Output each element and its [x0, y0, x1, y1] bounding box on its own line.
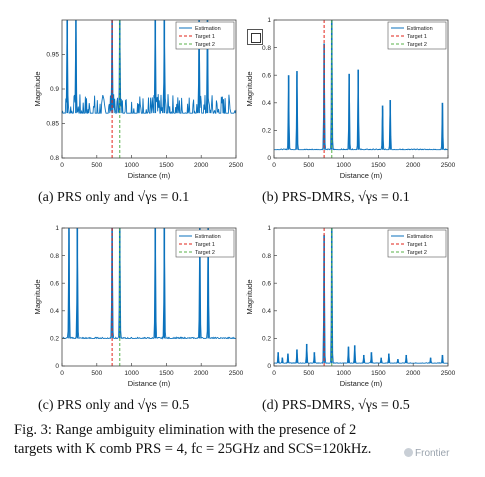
- caption-a: (a) PRS only and √γs = 0.1: [38, 190, 190, 205]
- x-tick-label: 2000: [406, 370, 421, 377]
- x-tick-label: 500: [303, 370, 314, 377]
- x-tick-label: 2500: [441, 162, 456, 169]
- y-tick-label: 1: [267, 17, 271, 24]
- plot-frame: [61, 227, 237, 367]
- caption-d: (d) PRS-DMRS, √γs = 0.5: [262, 398, 410, 413]
- y-tick-label: 0.9: [50, 86, 59, 93]
- legend-label: Estimation: [407, 26, 433, 32]
- y-tick-label: 0.2: [262, 128, 271, 135]
- series-estimation: [273, 234, 448, 365]
- legend-label: Target 1: [195, 242, 215, 248]
- x-tick-label: 2500: [229, 162, 244, 169]
- x-tick-label: 2500: [441, 370, 456, 377]
- y-tick-label: 0.8: [50, 253, 59, 260]
- x-tick-label: 1000: [124, 370, 139, 377]
- caption-b: (b) PRS-DMRS, √γs = 0.1: [262, 190, 410, 205]
- y-tick-label: 1: [267, 225, 271, 232]
- legend-label: Estimation: [195, 26, 221, 32]
- y-tick-label: 0: [267, 155, 271, 162]
- legend-label: Target 2: [407, 250, 427, 256]
- x-axis-label: Distance (m): [340, 171, 383, 180]
- x-tick-label: 1000: [336, 162, 351, 169]
- y-axis-label: Magnitude: [245, 279, 254, 314]
- y-tick-label: 0: [267, 363, 271, 370]
- y-tick-label: 0.6: [50, 280, 59, 287]
- x-axis-label: Distance (m): [128, 171, 171, 180]
- y-tick-label: 0.2: [50, 336, 59, 343]
- x-tick-label: 1000: [336, 370, 351, 377]
- x-axis-label: Distance (m): [128, 379, 171, 388]
- x-tick-label: 500: [91, 370, 102, 377]
- y-tick-label: 0.6: [262, 72, 271, 79]
- y-axis-label: Magnitude: [33, 279, 42, 314]
- plot-frame: [273, 227, 449, 367]
- x-tick-label: 2000: [406, 162, 421, 169]
- x-tick-label: 2000: [194, 370, 209, 377]
- x-tick-label: 500: [91, 162, 102, 169]
- series-estimation: [273, 26, 448, 151]
- series-estimation: [61, 230, 236, 340]
- figure-caption-line2: targets with K comb PRS = 4, fc = 25GHz …: [14, 441, 372, 457]
- y-tick-label: 0.8: [50, 155, 59, 162]
- chart-panel-0: 0 500 1000 1500 2000 2500 0.8 0.85 0.9 0.95 Distan…: [33, 19, 244, 180]
- legend-label: Target 2: [195, 42, 215, 48]
- y-tick-label: 0.4: [262, 100, 271, 107]
- y-tick-label: 0.85: [46, 121, 59, 128]
- y-axis-label: Magnitude: [33, 71, 42, 106]
- y-tick-label: 0.95: [46, 52, 59, 59]
- y-tick-label: 0.4: [262, 308, 271, 315]
- y-tick-label: 0.8: [262, 253, 271, 260]
- x-tick-label: 0: [272, 162, 276, 169]
- y-tick-label: 0.4: [50, 308, 59, 315]
- chart-panel-2: 0 500 1000 1500 2000 2500 0 0.2 0.4 0.6 0.8 1 Distan…: [33, 225, 244, 388]
- x-tick-label: 1500: [371, 370, 386, 377]
- x-tick-label: 500: [303, 162, 314, 169]
- legend-label: Target 1: [195, 34, 215, 40]
- legend-label: Estimation: [407, 234, 433, 240]
- watermark: Frontier: [404, 448, 449, 459]
- charts-svg: 0 500 1000 1500 2000 25000.80.850.90.95Distan…: [33, 17, 456, 388]
- legend-label: Target 1: [407, 242, 427, 248]
- chart-panel-3: 0 500 1000 1500 2000 2500 0 0.2 0.4 0.6 0.8 1 Distan…: [245, 225, 456, 388]
- legend-label: Target 2: [195, 250, 215, 256]
- x-axis-label: Distance (m): [340, 379, 383, 388]
- series-estimation: [61, 21, 237, 114]
- figure-caption-line1: Fig. 3: Range ambiguity elimination with…: [14, 422, 357, 438]
- watermark-text: Frontier: [415, 448, 450, 459]
- legend-label: Target 1: [407, 34, 427, 40]
- x-tick-label: 1500: [371, 162, 386, 169]
- caption-c: (c) PRS only and √γs = 0.5: [38, 398, 190, 413]
- y-tick-label: 0.8: [262, 45, 271, 52]
- y-tick-label: 0: [55, 363, 59, 370]
- watermark-logo-icon: [404, 448, 413, 457]
- y-axis-label: Magnitude: [245, 71, 254, 106]
- x-tick-label: 0: [60, 370, 64, 377]
- legend-label: Estimation: [195, 234, 221, 240]
- x-tick-label: 0: [60, 162, 64, 169]
- x-tick-label: 1000: [124, 162, 139, 169]
- plot-frame: [273, 19, 449, 159]
- legend-label: Target 2: [407, 42, 427, 48]
- x-tick-label: 2500: [229, 370, 244, 377]
- chart-panel-1: 0 500 1000 1500 2000 2500 0 0.2 0.4 0.6 0.8 1 Distan…: [245, 17, 456, 180]
- x-tick-label: 0: [272, 370, 276, 377]
- y-tick-label: 0.2: [262, 336, 271, 343]
- y-tick-label: 1: [55, 225, 59, 232]
- x-tick-label: 2000: [194, 162, 209, 169]
- y-tick-label: 0.6: [262, 280, 271, 287]
- x-tick-label: 1500: [159, 370, 174, 377]
- x-tick-label: 1500: [159, 162, 174, 169]
- figure-caption: Fig. 3: Range ambiguity elimination with…: [14, 421, 474, 459]
- zoom-icon[interactable]: [247, 29, 263, 45]
